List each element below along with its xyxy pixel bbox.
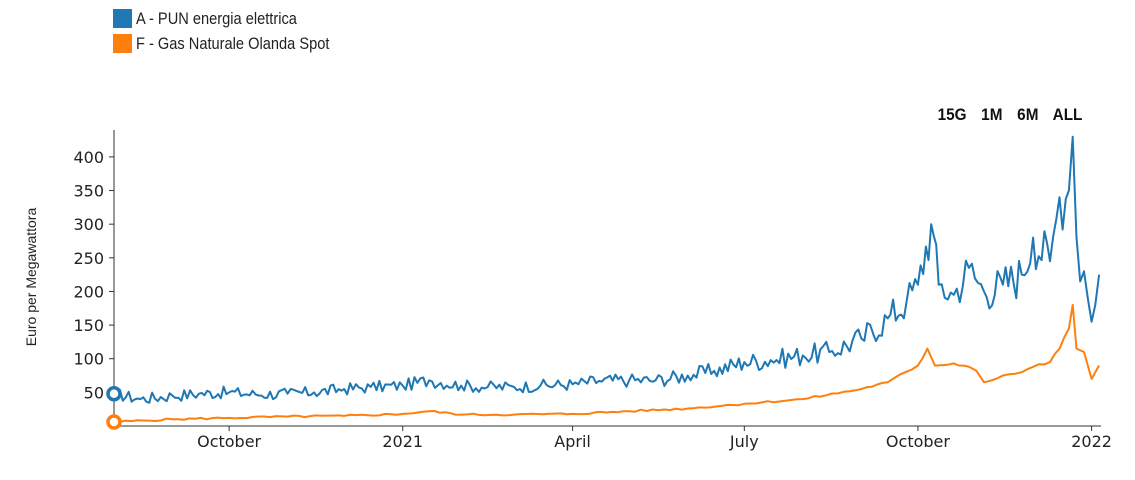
- y-tick-label: 300: [73, 215, 104, 234]
- range-button-all[interactable]: ALL: [1053, 105, 1083, 124]
- y-tick-label: 400: [73, 148, 104, 167]
- y-tick-label: 250: [73, 249, 104, 268]
- series-layer: [106, 135, 1101, 430]
- legend-swatch-gas: [113, 34, 132, 53]
- range-button-1m[interactable]: 1M: [981, 105, 1003, 124]
- y-tick-label: 100: [73, 350, 104, 369]
- series-start-marker-gas: [106, 414, 122, 430]
- x-tick-label: July: [729, 432, 759, 451]
- range-button-15g[interactable]: 15G: [937, 105, 967, 124]
- x-tick-label: October: [197, 432, 261, 451]
- range-selector: 15G 1M 6M ALL: [930, 105, 1090, 125]
- y-tick-label: 350: [73, 182, 104, 201]
- y-tick-label: 200: [73, 282, 104, 301]
- axes: 50 100 150 200 250 300 350 400 October 2021 April J…: [73, 130, 1112, 451]
- series-line-gas: [113, 303, 1100, 423]
- y-axis-label: Euro per Megawattora: [23, 208, 39, 347]
- series-start-marker-pun: [106, 385, 122, 402]
- series-line-pun: [113, 135, 1101, 404]
- legend-item-gas[interactable]: F - Gas Naturale Olanda Spot: [113, 31, 361, 56]
- legend: A - PUN energia elettrica F - Gas Natura…: [113, 6, 361, 56]
- x-tick-label: 2022: [1071, 432, 1112, 451]
- y-tick-label: 150: [73, 316, 104, 335]
- legend-label-pun: A - PUN energia elettrica: [136, 8, 297, 28]
- x-tick-label: 2021: [382, 432, 423, 451]
- x-tick-label: October: [886, 432, 950, 451]
- legend-swatch-pun: [113, 9, 132, 28]
- range-button-6m[interactable]: 6M: [1016, 105, 1039, 124]
- x-tick-label: April: [554, 432, 591, 451]
- legend-item-pun[interactable]: A - PUN energia elettrica: [113, 6, 361, 31]
- legend-label-gas: F - Gas Naturale Olanda Spot: [136, 33, 330, 53]
- y-tick-label: 50: [84, 383, 104, 402]
